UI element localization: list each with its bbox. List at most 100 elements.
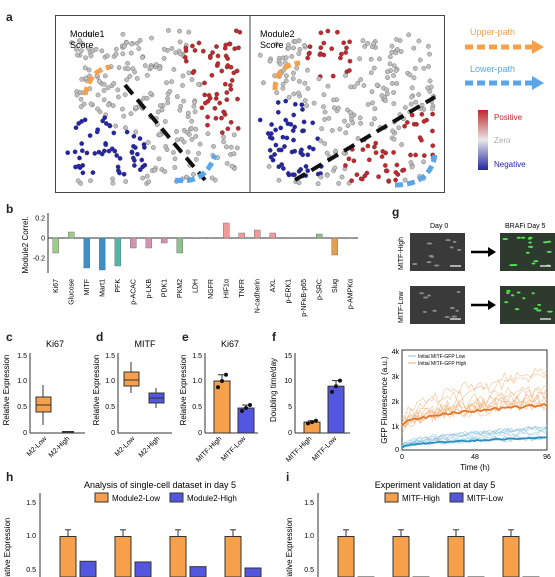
cell-point xyxy=(430,128,435,134)
gfp-ytick: 0 xyxy=(395,447,399,454)
chart-b-xtick: Slug xyxy=(332,279,339,293)
panel-a-scatter: Module1 Score Module2 Score xyxy=(55,15,445,193)
cell-point xyxy=(127,73,133,79)
cell-point xyxy=(408,152,413,158)
cell xyxy=(457,248,462,251)
cell-point xyxy=(219,68,225,74)
cell-point xyxy=(384,87,390,93)
chart-c-ytick: 0.5 xyxy=(17,404,27,411)
cell-point xyxy=(131,133,137,139)
cell-point xyxy=(113,46,119,52)
cell-point xyxy=(200,48,206,54)
cell-point xyxy=(207,55,213,60)
cell-point xyxy=(128,50,134,56)
chart-gfp-xlabel: Time (h) xyxy=(460,463,490,472)
cell-point xyxy=(292,101,298,107)
cell-point xyxy=(144,95,150,101)
cell-point xyxy=(145,140,151,145)
cell-point xyxy=(408,101,414,107)
cell-point xyxy=(430,143,436,149)
cell-point xyxy=(111,81,117,86)
cell xyxy=(511,263,518,266)
cell-point xyxy=(205,122,210,128)
cell-point xyxy=(355,80,361,86)
chart-f-ytick: 15 xyxy=(284,353,292,360)
cell-point xyxy=(391,101,397,106)
cell-point xyxy=(292,148,298,154)
cell-point xyxy=(285,121,291,127)
cell-point xyxy=(178,103,184,109)
cell-point xyxy=(407,72,413,78)
cell-point xyxy=(411,75,417,81)
module1-lower-arrow xyxy=(174,154,218,184)
chart-d-ylabel: Relative Expression xyxy=(92,355,101,426)
chart-b-bar xyxy=(52,237,59,254)
chart-e-bar xyxy=(213,380,231,434)
cell-point xyxy=(117,156,123,161)
cell xyxy=(502,238,509,241)
panel-g-row2-label: MITF-Low xyxy=(398,291,405,323)
cell-point xyxy=(186,70,192,76)
cell-point xyxy=(224,144,229,150)
cell-point xyxy=(157,66,163,72)
cell-point xyxy=(321,104,326,110)
cell-point xyxy=(213,96,219,101)
cell-point xyxy=(206,93,212,98)
cell-point xyxy=(199,105,205,111)
cell-point xyxy=(155,109,161,115)
cell-point xyxy=(191,103,197,109)
cell-point xyxy=(269,122,274,127)
cell-point xyxy=(225,126,231,132)
cell-point xyxy=(292,124,298,130)
cell-point xyxy=(291,112,297,118)
cell xyxy=(506,289,511,292)
chart-b-bar xyxy=(99,237,106,271)
chart-h-ylabel: Relative Expression xyxy=(3,518,12,577)
module2-label: Module2 xyxy=(260,29,295,39)
cell-point xyxy=(174,94,180,99)
cell-point xyxy=(190,70,196,76)
cell-point xyxy=(283,98,289,104)
chart-c-ytick: 1.0 xyxy=(17,378,27,385)
cell-point xyxy=(342,118,347,124)
chart-h-legend-swatch-low xyxy=(94,492,109,503)
cell-point xyxy=(186,29,192,35)
cell-point xyxy=(290,172,296,178)
cell-point xyxy=(322,141,328,146)
cell xyxy=(522,297,526,300)
cell-point xyxy=(183,45,189,51)
cell-point xyxy=(307,144,312,150)
cell xyxy=(521,236,526,239)
cell-point xyxy=(132,69,138,75)
cell-point xyxy=(137,136,143,141)
gfp-ytick: 2k xyxy=(392,399,400,406)
gfp-line xyxy=(401,367,548,420)
cell-point xyxy=(393,177,398,183)
cell-point xyxy=(336,105,341,111)
cell-point xyxy=(430,111,435,117)
cell-point xyxy=(416,92,422,97)
panel-label-f: f xyxy=(272,330,276,344)
chart-b-xtick: p-ERK1 xyxy=(285,279,292,304)
cell-point xyxy=(228,64,234,70)
charts-c-to-f: Ki67 Relative Expression 1.5 1.0 0.5 0 M… xyxy=(2,339,350,464)
colorbar-zero: Zero xyxy=(494,136,511,145)
gfp-ytick: 1k xyxy=(392,424,400,431)
legend-lower-arrowhead xyxy=(532,76,544,90)
cell-point xyxy=(275,100,281,105)
chart-b-xtick: TNFR xyxy=(239,279,246,298)
cell-point xyxy=(93,46,99,52)
cell-point xyxy=(379,93,385,98)
cell-point xyxy=(189,125,194,131)
cell-point xyxy=(333,148,339,154)
cell-point xyxy=(132,163,137,168)
chart-d-ytick: 0.5 xyxy=(105,404,115,411)
panel-g-row1-label: MITF-High xyxy=(398,237,405,270)
cell-point xyxy=(379,154,385,159)
chart-e-point xyxy=(224,372,228,377)
chart-b-xtick: N-cadherin xyxy=(254,279,261,313)
cell-point xyxy=(77,155,82,161)
panel-label-a: a xyxy=(6,10,13,24)
chart-i-legend-low: MITF-Low xyxy=(467,494,503,503)
cell-point xyxy=(294,65,300,71)
